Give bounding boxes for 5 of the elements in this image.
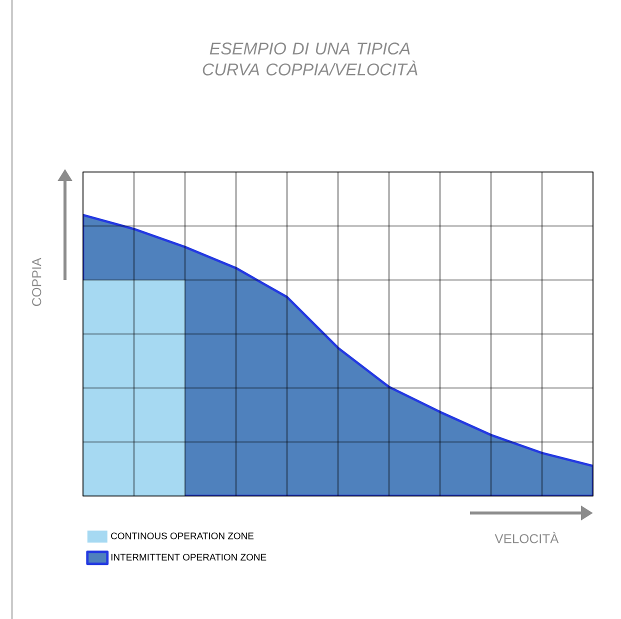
legend-label: CONTINOUS OPERATION ZONE bbox=[111, 532, 254, 540]
y-axis-title: COPPIA bbox=[32, 258, 42, 306]
x-axis-title: VELOCITÀ bbox=[494, 532, 559, 544]
legend-label: INTERMITTENT OPERATION ZONE bbox=[111, 554, 266, 561]
chart-title: ESEMPIO DI UNA TIPICA CURVA COPPIA/VELOCITÀ bbox=[202, 42, 418, 76]
